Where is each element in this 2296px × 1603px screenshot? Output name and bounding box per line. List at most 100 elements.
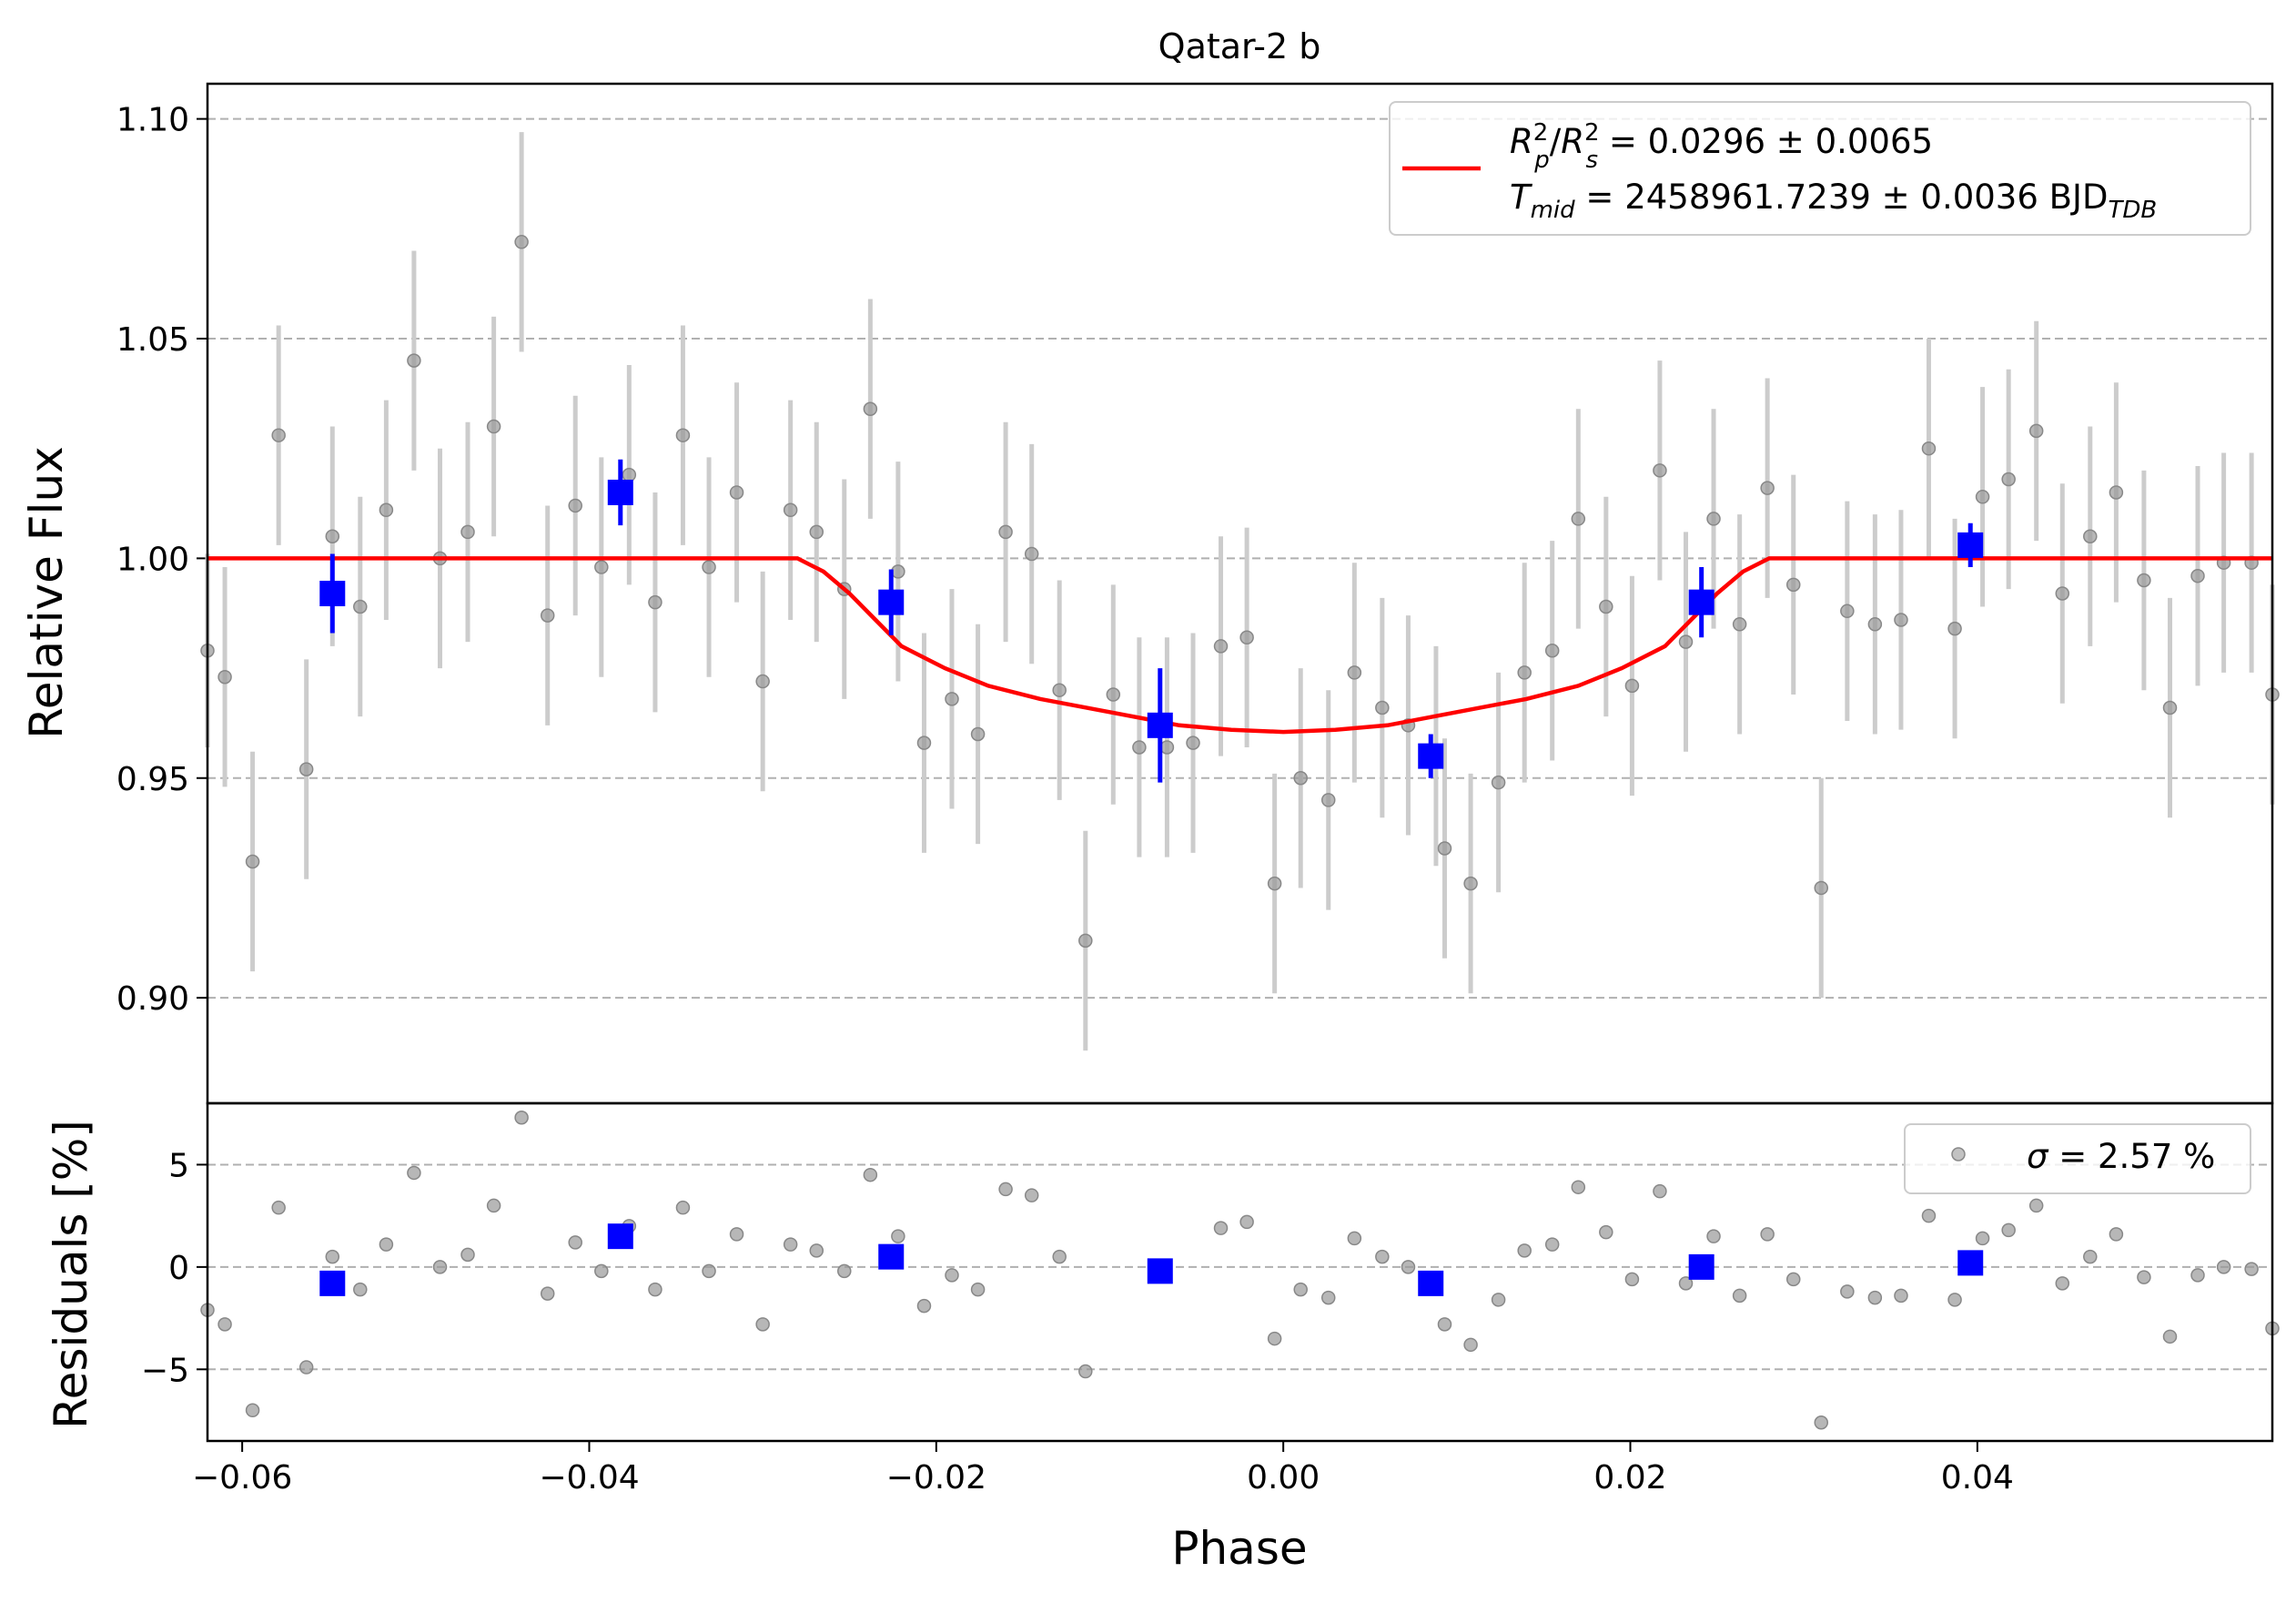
flux-binned-point [1957,532,1984,558]
residuals-y-tick-label: −5 [141,1352,189,1389]
legend-rp-rs-label: R2 p/R2 s = 0.0296 ± 0.0065 [1510,119,1933,174]
flux-raw-point [1571,512,1586,526]
residuals-legend: σ = 2.57 % [1904,1123,2251,1194]
flux-raw-point [1052,683,1067,697]
phase-x-axis-label: Phase [1171,1522,1307,1575]
flux-panel: 0.90 0.95 1.00 1.05 1.10 Relative Flux R2 p/R… [20,82,2280,1105]
flux-raw-point [1078,933,1093,949]
flux-raw-point [1463,876,1478,891]
residuals-raw-point [217,1317,232,1332]
residuals-y-tick-label: 0 [168,1250,189,1287]
flux-legend-box [1389,101,2251,236]
residuals-raw-point [783,1237,798,1252]
residuals-raw-point [2001,1223,2016,1238]
residuals-raw-point [891,1229,905,1243]
flux-raw-point [809,524,824,540]
flux-raw-point [1293,771,1308,786]
residuals-raw-point [1239,1214,1254,1230]
flux-raw-point [1132,740,1147,755]
residuals-raw-point [648,1282,663,1297]
residuals-raw-point [1375,1249,1390,1264]
flux-y-tick-label: 0.90 [116,980,189,1018]
residuals-raw-point [2055,1276,2070,1291]
flux-binned-points [319,459,1984,783]
residuals-raw-point [1921,1208,1937,1223]
residuals-raw-point [1517,1243,1532,1258]
flux-raw-point [2137,573,2151,588]
residuals-y-axis-label: Residuals [%] [45,1120,97,1429]
residuals-binned-point [878,1243,905,1270]
flux-raw-point [970,726,986,742]
residuals-raw-point [2216,1260,2231,1274]
residuals-raw-point [863,1167,878,1182]
phase-x-tick-label: −0.04 [539,1459,639,1496]
residuals-raw-point [1024,1188,1039,1202]
residuals-raw-point [945,1268,959,1283]
flux-raw-point [1840,604,1855,619]
flux-raw-point [675,428,691,442]
flux-raw-point [1894,613,1908,627]
residuals-raw-point [729,1227,744,1242]
flux-raw-point [1375,700,1390,715]
flux-raw-point [2109,485,2124,500]
flux-raw-point [1653,463,1667,478]
flux-raw-point [1186,736,1200,750]
transit-model-curve [207,556,2272,735]
residuals-raw-point [1078,1364,1093,1379]
residuals-raw-point [1814,1415,1829,1430]
flux-y-ticks: 0.90 0.95 1.00 1.05 1.10 [116,102,207,1018]
flux-raw-point [1437,841,1452,856]
flux-raw-point [2055,586,2070,601]
flux-raw-point [1975,490,1990,504]
flux-y-axis-label: Relative Flux [20,446,73,738]
flux-raw-point [1106,687,1121,702]
residuals-raw-point [1732,1288,1747,1304]
residuals-raw-point [998,1182,1013,1197]
residuals-raw-point [1653,1183,1667,1199]
residuals-raw-point [2109,1227,2124,1242]
residuals-raw-point [407,1165,421,1181]
residuals-axes-frame [206,1101,2274,1443]
flux-raw-point [298,762,314,776]
flux-raw-point [1760,481,1775,495]
residuals-raw-point [245,1403,260,1418]
flux-raw-point [217,669,232,685]
flux-raw-point [407,353,421,368]
flux-raw-point [702,560,716,574]
legend-tmid-label: Tmid = 2458961.7239 ± 0.0036 BJDTDB [1510,178,2157,224]
flux-raw-point [353,599,368,614]
flux-raw-point [729,485,744,500]
chart-title: Qatar-2 b [1158,26,1321,66]
residuals-raw-point [755,1317,770,1332]
flux-raw-point [2001,472,2016,487]
residuals-raw-point [353,1282,368,1297]
flux-raw-point [540,608,555,623]
flux-raw-point [1159,740,1175,755]
residuals-raw-point [1463,1337,1478,1353]
residuals-raw-point [2083,1249,2098,1264]
flux-raw-point [648,594,663,610]
flux-raw-point [1947,621,1962,636]
flux-y-tick-label: 1.00 [116,541,189,578]
residuals-raw-point [1437,1317,1452,1332]
legend-sigma-label: σ = 2.57 % [2027,1137,2215,1176]
flux-raw-point [486,419,501,434]
flux-raw-point [460,524,475,540]
flux-raw-point [245,854,260,869]
flux-raw-point [755,674,770,689]
flux-raw-point [1814,880,1829,896]
residuals-raw-point [1947,1293,1962,1307]
flux-raw-point [1706,512,1721,526]
residuals-raw-point [1491,1293,1506,1307]
residuals-raw-point [568,1235,582,1250]
flux-binned-point [319,581,346,606]
flux-raw-point [568,498,582,513]
flux-raw-point [2190,568,2205,583]
flux-raw-point [271,428,286,442]
residuals-raw-point [1544,1237,1560,1252]
residuals-raw-point [702,1263,716,1279]
residuals-raw-point [837,1263,852,1279]
phase-x-tick-label: 0.04 [1941,1459,2014,1496]
residuals-binned-point [1688,1253,1714,1280]
